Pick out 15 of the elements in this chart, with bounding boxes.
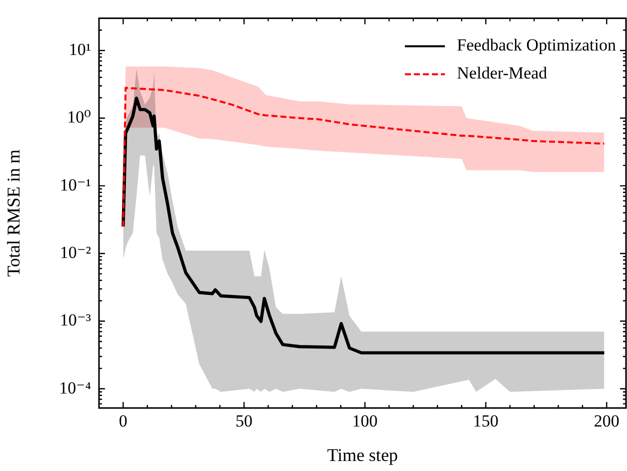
y-tick-label: 10⁻² [60,242,91,262]
y-tick-label: 10¹ [68,40,91,59]
x-tick-label: 150 [473,412,499,431]
x-tick-label: 200 [594,412,620,431]
legend-label: Nelder-Mead [456,64,548,83]
x-axis-title: Time step [327,444,398,465]
legend-label: Feedback Optimization [456,36,616,55]
y-tick-label: 10⁻¹ [60,175,91,194]
y-tick-label: 10⁻³ [60,310,91,330]
y-tick-label: 10⁻⁴ [59,378,92,398]
x-tick-label: 100 [352,412,378,431]
y-tick-label: 10⁰ [67,108,92,127]
x-tick-label: 0 [118,412,128,431]
y-axis-title: Total RMSE in m [4,149,24,277]
x-tick-label: 50 [236,412,253,431]
